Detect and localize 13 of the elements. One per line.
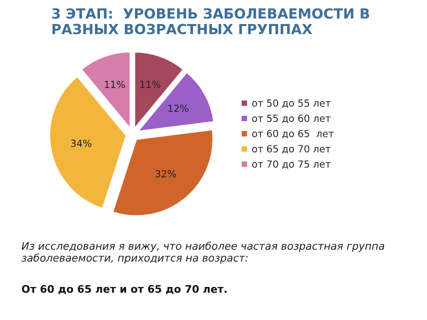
legend-label: от 70 до 75 лет: [252, 160, 331, 169]
data-label: 34%: [71, 140, 92, 148]
chart-title: 3 ЭТАП: УРОВЕНЬ ЗАБОЛЕВАЕМОСТИ В РАЗНЫХ ВОЗРАСТНЫХ ГРУППАХ: [52, 8, 370, 34]
legend-label: от 55 до 60 лет: [252, 114, 331, 124]
text: Из исследования я вижу, что наиболее частая возрастная группа заболеваемости, приходится на возраст:: [22, 242, 384, 264]
data-label: 11%: [140, 80, 160, 88]
legend-label: от 50 до 55 лет: [252, 99, 331, 108]
legend-label: от 60 до 65 лет: [252, 130, 334, 138]
data-label: 12%: [168, 104, 188, 112]
data-label: 11%: [104, 80, 125, 88]
text: От 60 до 65 лет и от 65 до 70 лет.: [22, 284, 226, 294]
data-label: 32%: [156, 170, 176, 178]
legend-label: от 65 до 70 лет: [252, 145, 331, 154]
